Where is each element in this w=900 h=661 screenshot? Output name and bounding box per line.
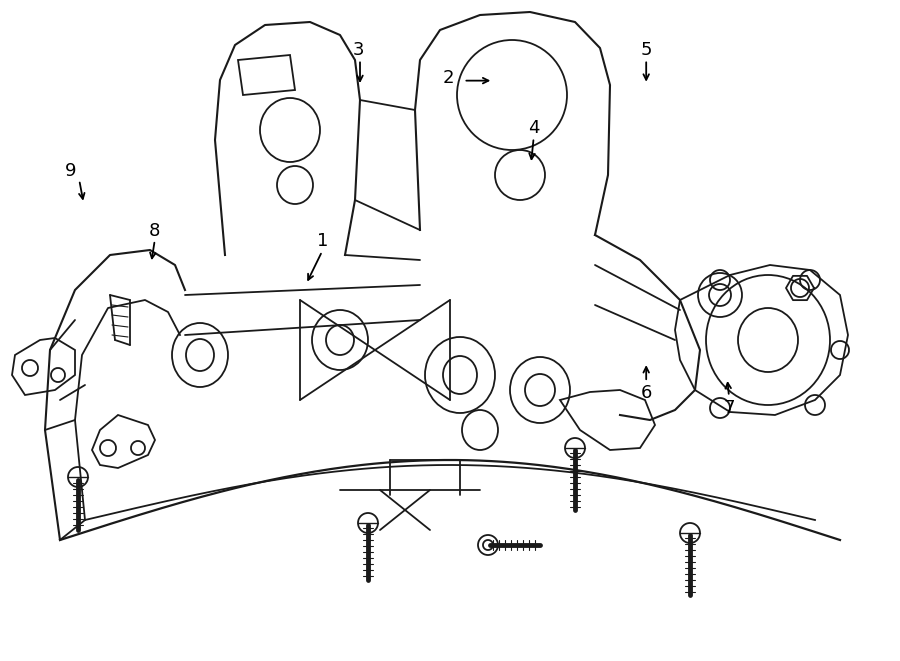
Text: 7: 7 <box>724 399 734 418</box>
Text: 2: 2 <box>443 69 454 87</box>
Text: 5: 5 <box>641 40 652 59</box>
Text: 9: 9 <box>65 161 76 180</box>
Text: 4: 4 <box>528 118 539 137</box>
Text: 8: 8 <box>149 222 160 241</box>
Text: 3: 3 <box>353 40 364 59</box>
Text: 6: 6 <box>641 384 652 403</box>
Text: 1: 1 <box>317 232 328 251</box>
